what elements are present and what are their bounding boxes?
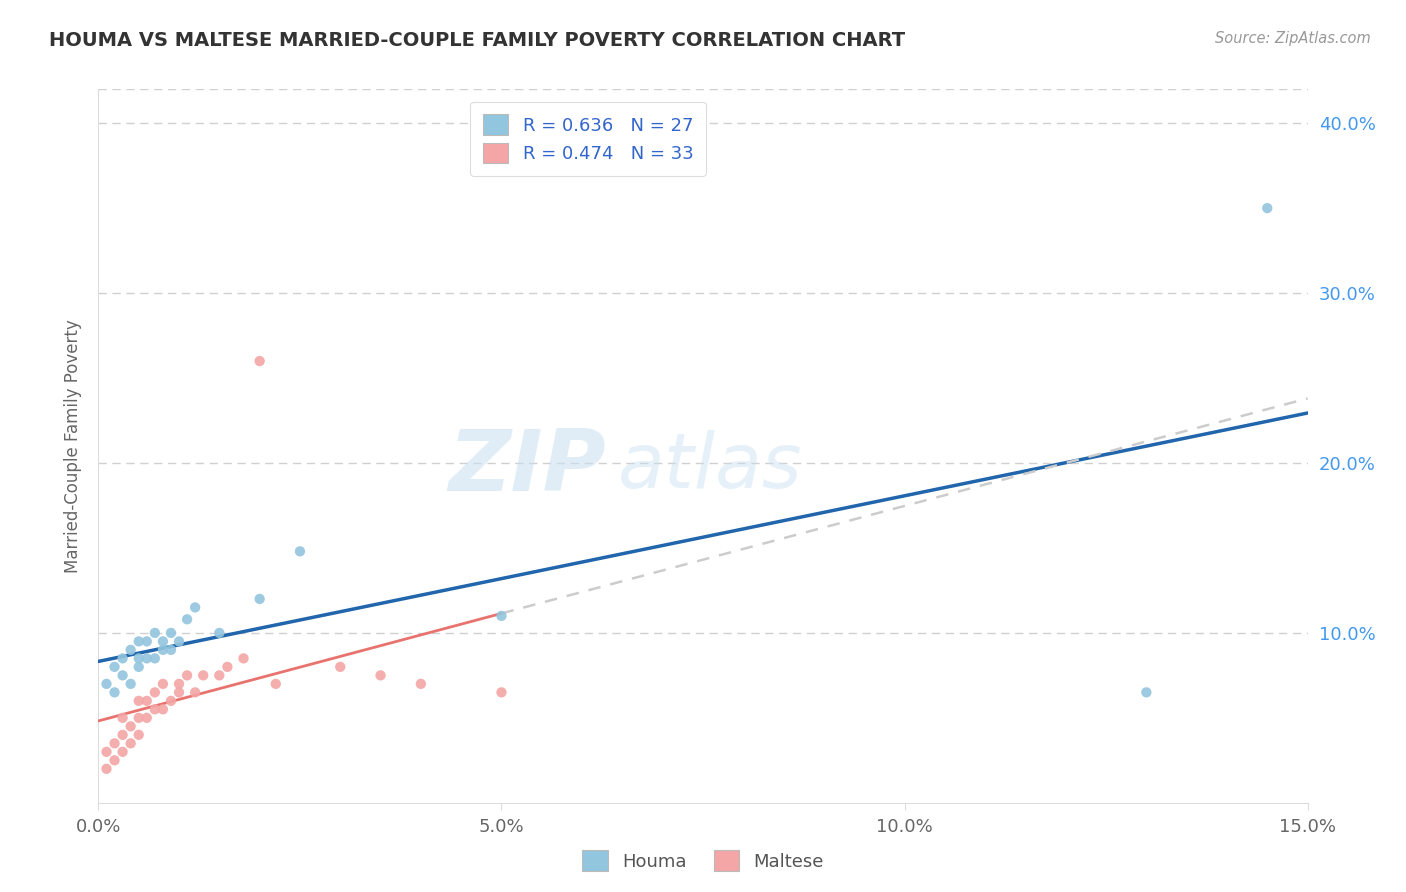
Point [208, 626, 231, 640]
Point [152, 702, 174, 716]
Point [184, 685, 207, 699]
Point [103, 736, 125, 750]
Point [128, 694, 150, 708]
Point [135, 694, 157, 708]
Point [128, 651, 150, 665]
Point [128, 711, 150, 725]
Point [160, 626, 183, 640]
Point [491, 608, 513, 623]
Point [208, 668, 231, 682]
Point [111, 728, 134, 742]
Point [160, 694, 183, 708]
Point [143, 651, 166, 665]
Point [249, 591, 271, 606]
Legend: Houma, Maltese: Houma, Maltese [575, 843, 831, 879]
Point [249, 354, 271, 368]
Point [96, 762, 118, 776]
Point [128, 728, 150, 742]
Point [288, 544, 311, 558]
Point [135, 651, 157, 665]
Point [491, 685, 513, 699]
Point [111, 668, 134, 682]
Point [111, 745, 134, 759]
Point [167, 677, 190, 691]
Point [370, 668, 392, 682]
Point [135, 711, 157, 725]
Point [232, 651, 254, 665]
Y-axis label: Married-Couple Family Poverty: Married-Couple Family Poverty [63, 319, 82, 573]
Point [264, 677, 287, 691]
Legend: R = 0.636   N = 27, R = 0.474   N = 33: R = 0.636 N = 27, R = 0.474 N = 33 [470, 102, 706, 176]
Point [103, 660, 125, 674]
Point [193, 668, 215, 682]
Point [152, 677, 174, 691]
Point [111, 711, 134, 725]
Point [167, 685, 190, 699]
Point [103, 685, 125, 699]
Point [1256, 201, 1278, 215]
Point [1135, 685, 1157, 699]
Point [152, 634, 174, 648]
Point [160, 643, 183, 657]
Point [128, 634, 150, 648]
Point [120, 643, 142, 657]
Point [111, 651, 134, 665]
Point [96, 745, 118, 759]
Point [184, 600, 207, 615]
Point [409, 677, 432, 691]
Point [135, 634, 157, 648]
Point [120, 736, 142, 750]
Point [167, 634, 190, 648]
Text: Source: ZipAtlas.com: Source: ZipAtlas.com [1215, 31, 1371, 46]
Point [176, 612, 198, 626]
Text: atlas: atlas [619, 431, 803, 504]
Point [176, 668, 198, 682]
Point [329, 660, 352, 674]
Point [143, 626, 166, 640]
Point [217, 660, 239, 674]
Text: HOUMA VS MALTESE MARRIED-COUPLE FAMILY POVERTY CORRELATION CHART: HOUMA VS MALTESE MARRIED-COUPLE FAMILY P… [49, 31, 905, 50]
Text: ZIP: ZIP [449, 425, 606, 509]
Point [152, 643, 174, 657]
Point [103, 753, 125, 767]
Point [120, 677, 142, 691]
Point [96, 677, 118, 691]
Point [128, 660, 150, 674]
Point [143, 685, 166, 699]
Point [143, 702, 166, 716]
Point [120, 719, 142, 733]
